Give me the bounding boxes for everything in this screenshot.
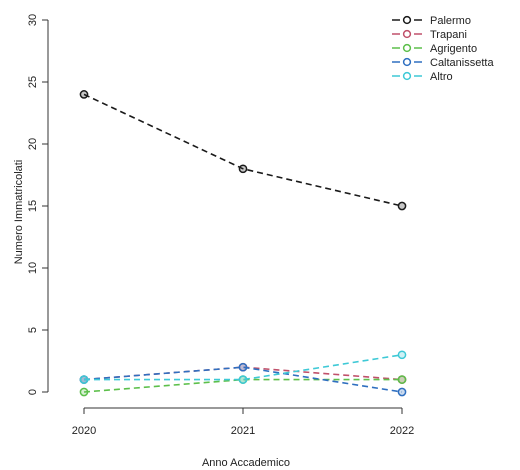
legend-marker: [402, 15, 412, 25]
y-tick-label: 25: [27, 76, 39, 88]
data-point: [79, 387, 89, 397]
data-point: [397, 387, 407, 397]
legend-label: Palermo: [430, 15, 471, 27]
series-agrigento: [79, 375, 407, 397]
data-point: [79, 90, 89, 99]
data-point: [79, 375, 89, 384]
y-axis: 0 5 10 15 20 25 30: [27, 14, 49, 395]
legend-label: Caltanissetta: [430, 57, 494, 69]
x-tick-label: 2022: [390, 425, 414, 437]
legend-marker: [402, 57, 412, 67]
legend-item: Altro: [392, 71, 453, 83]
data-point: [238, 164, 248, 174]
legend-marker: [402, 71, 412, 81]
series-line: [84, 354, 403, 381]
legend-label: Trapani: [430, 29, 467, 41]
y-tick-label: 0: [27, 389, 39, 395]
series-line: [83, 366, 403, 393]
data-point: [238, 375, 248, 384]
x-tick-label: 2021: [231, 425, 255, 437]
y-tick-label: 30: [27, 14, 39, 26]
y-tick-label: 20: [27, 138, 39, 150]
x-tick-label: 2020: [72, 425, 96, 437]
legend-item: Agrigento: [392, 43, 477, 55]
series-line: [83, 93, 403, 207]
series-layer: [79, 90, 407, 397]
data-point: [397, 201, 407, 211]
legend-marker: [402, 43, 412, 53]
legend-item: Trapani: [392, 29, 467, 41]
legend-item: Palermo: [392, 15, 471, 27]
series-altro: [79, 350, 407, 384]
series-line: [83, 378, 402, 393]
data-point: [397, 350, 407, 360]
legend-item: Caltanissetta: [392, 57, 494, 69]
y-tick-label: 10: [27, 262, 39, 274]
legend: Palermo Trapani Agrigento Caltanissetta Altr…: [392, 15, 494, 83]
legend-label: Altro: [430, 71, 453, 83]
legend-marker: [402, 29, 412, 39]
x-axis: 2020 2021 2022: [72, 407, 414, 437]
y-tick-label: 15: [27, 200, 39, 212]
legend-label: Agrigento: [430, 43, 477, 55]
x-axis-title: Anno Accademico: [202, 457, 290, 469]
data-point: [397, 375, 407, 384]
y-tick-label: 5: [27, 327, 39, 333]
data-point: [238, 362, 248, 372]
series-palermo: [79, 90, 407, 211]
y-axis-title: Numero Immatricolati: [13, 160, 25, 265]
